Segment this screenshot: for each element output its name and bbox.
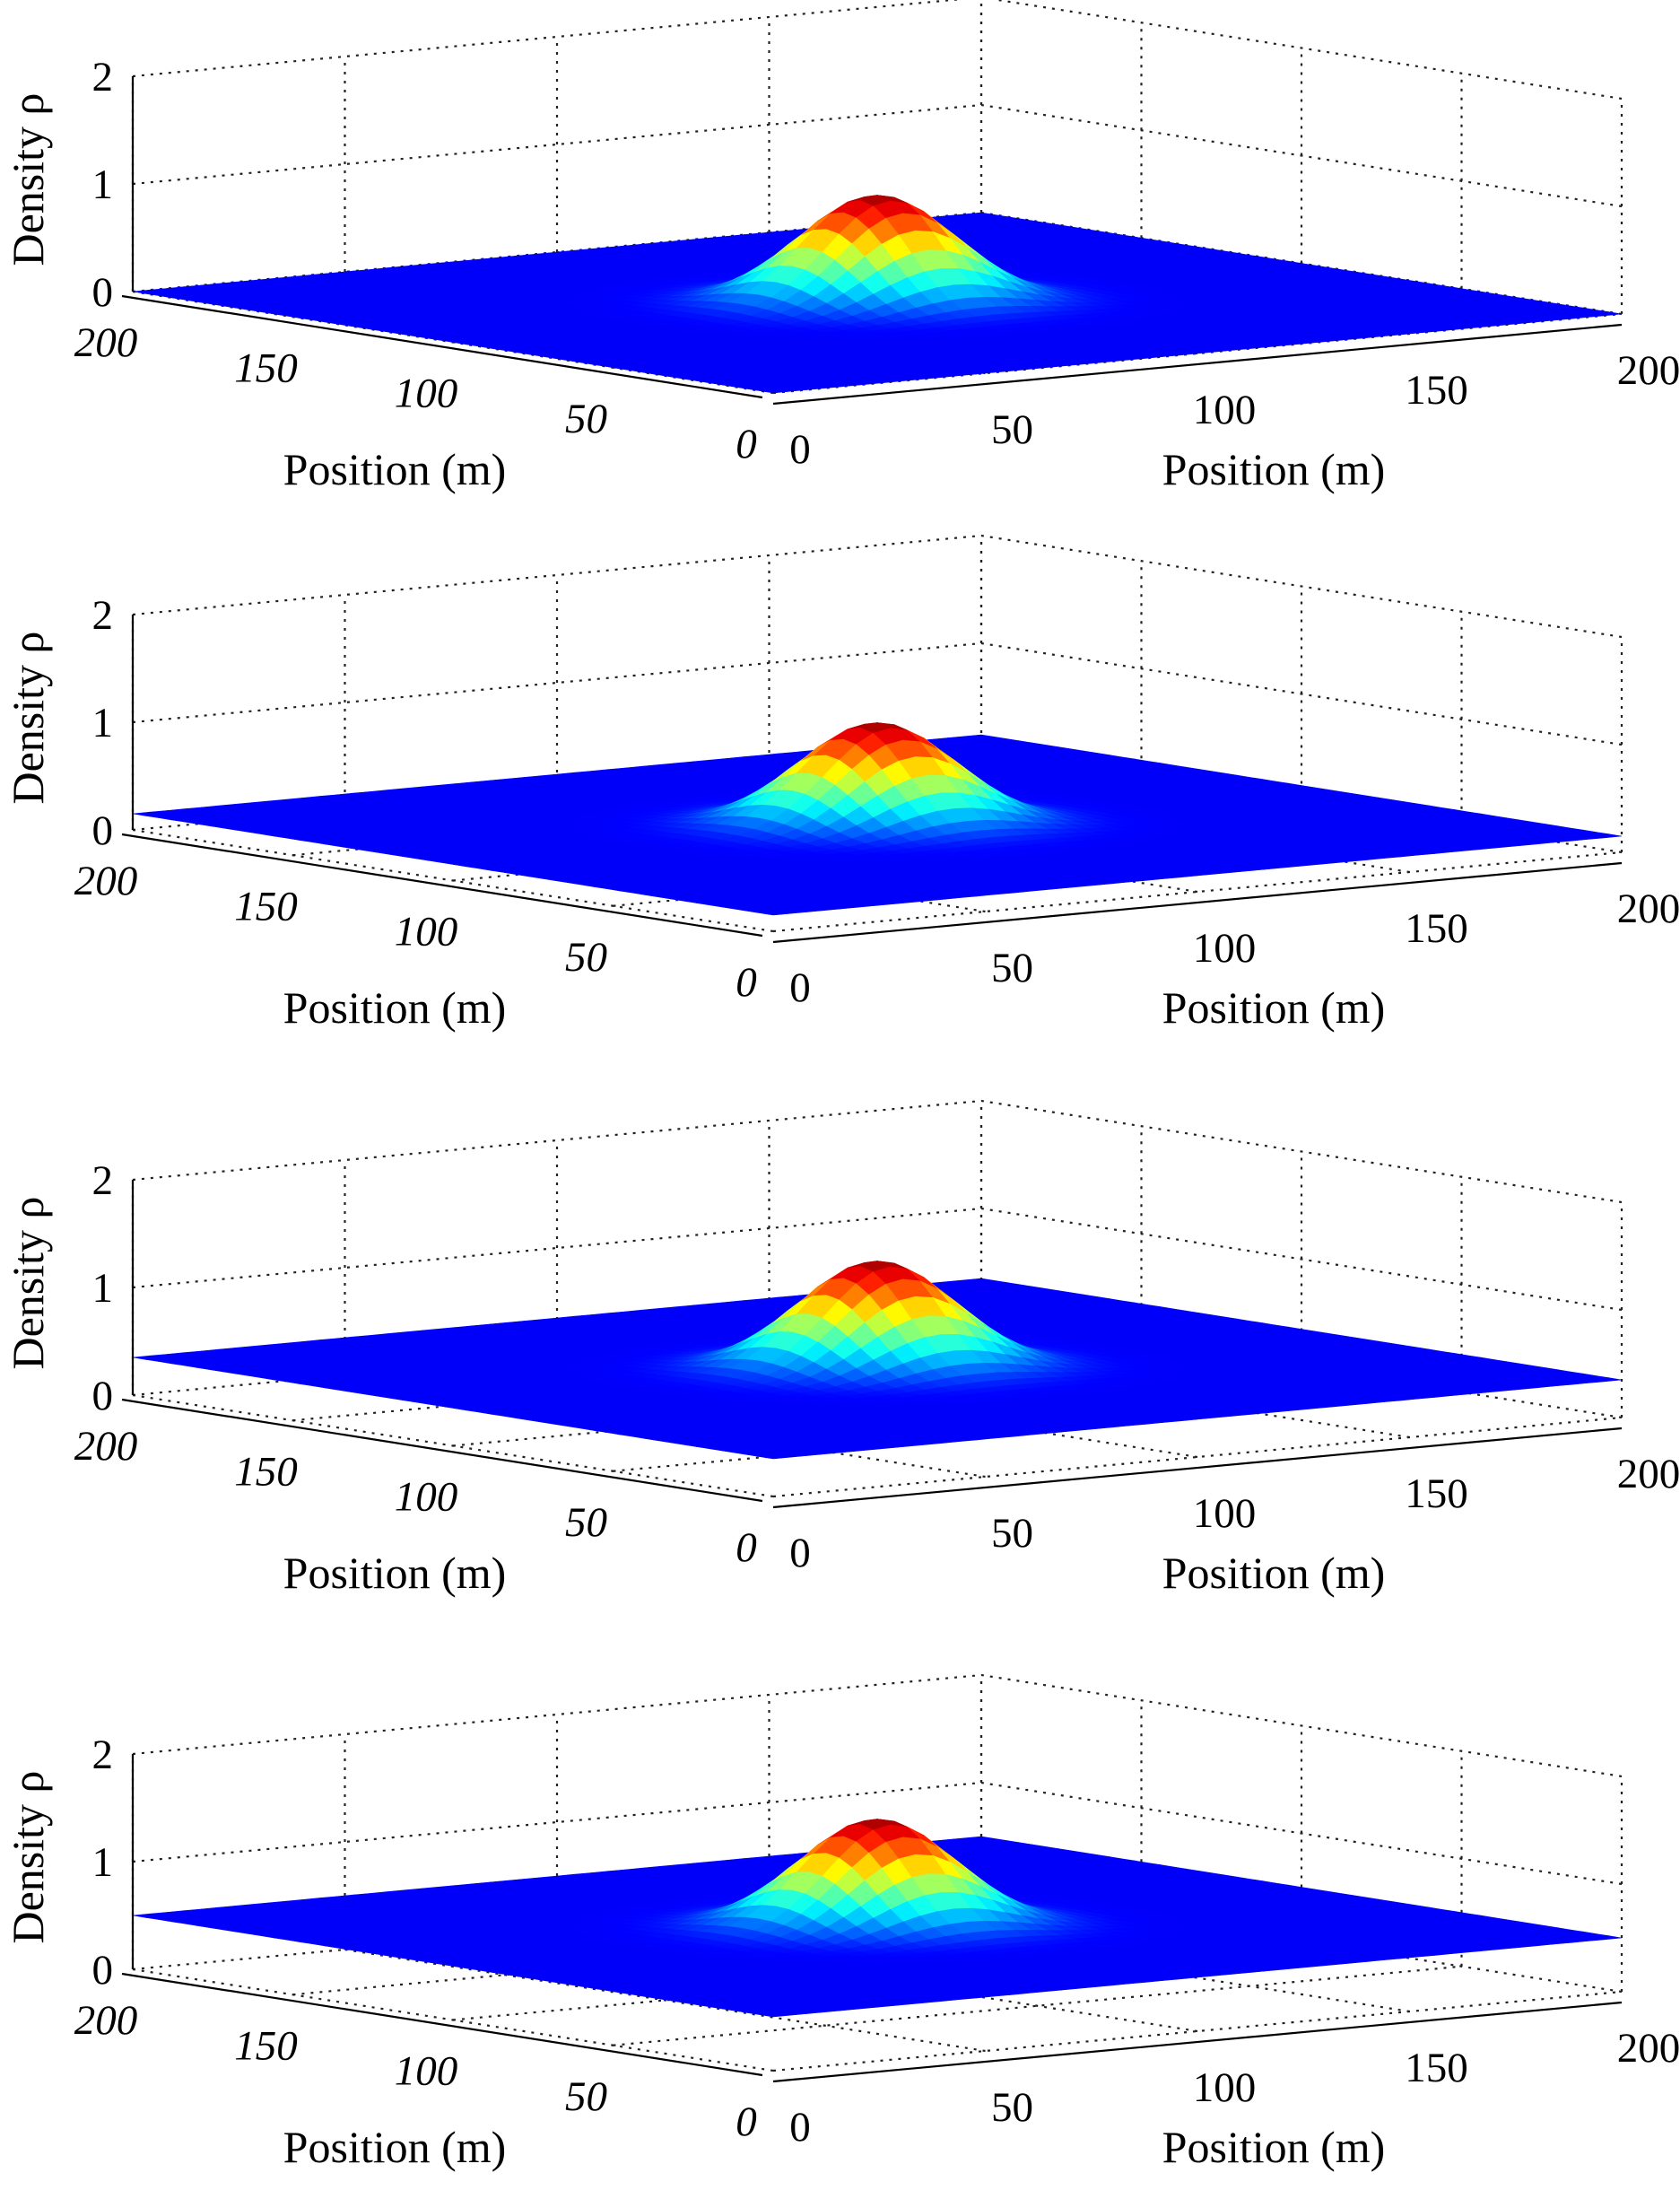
z-axis-label: Density ρ — [3, 93, 53, 266]
surface-patch — [760, 388, 790, 394]
y-axis-label: Position (m) — [283, 444, 507, 494]
axes — [121, 76, 1623, 406]
y-tick-label: 100 — [395, 371, 458, 417]
grid-line — [132, 103, 1623, 208]
x-tick-label: 0 — [789, 426, 811, 473]
y-tick-label: 50 — [565, 396, 607, 442]
grid-line — [132, 0, 1623, 100]
grid-line — [132, 534, 1623, 639]
grid-line — [772, 851, 1623, 933]
density-surface — [132, 722, 1623, 916]
density-surface-chart-2: 0 50 100 150 200 0 50 100 150 200 0 1 2 Position (m) P… — [0, 534, 1680, 1050]
y-tick-label: 150 — [234, 345, 298, 391]
x-tick-label: 100 — [1193, 387, 1257, 433]
density-surface — [132, 195, 1623, 394]
z-tick-label: 2 — [92, 54, 114, 100]
x-tick-label: 150 — [1405, 367, 1468, 414]
y-axis-line — [121, 294, 763, 399]
x-axis-label: Position (m) — [1162, 444, 1386, 494]
density-surface-chart-1: 0 50 100 150 200 0 50 100 150 200 0 1 2 Position (m) P… — [0, 0, 1680, 511]
x-tick-label: 50 — [991, 406, 1033, 453]
y-tick-label: 200 — [74, 319, 138, 366]
x-tick-label: 200 — [1617, 347, 1680, 394]
z-tick-label: 0 — [92, 269, 114, 316]
z-tick-label: 1 — [92, 161, 114, 208]
x-axis-line — [772, 323, 1623, 406]
y-tick-label: 0 — [736, 421, 757, 467]
